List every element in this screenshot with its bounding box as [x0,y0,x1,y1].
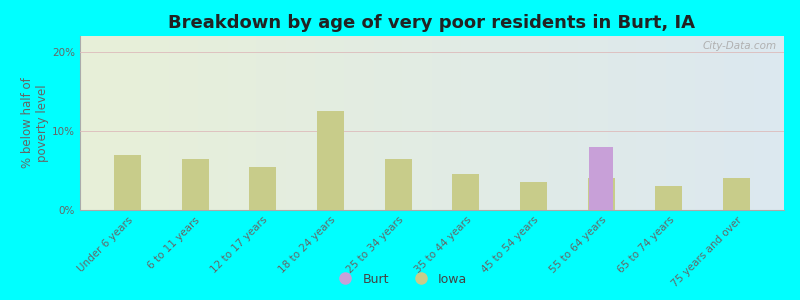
Bar [520,182,547,210]
Bar [723,178,750,210]
Bar [452,174,479,210]
Title: Breakdown by age of very poor residents in Burt, IA: Breakdown by age of very poor residents … [169,14,695,32]
Bar [589,147,614,210]
Bar [385,159,412,210]
Legend: Burt, Iowa: Burt, Iowa [328,268,472,291]
Y-axis label: % below half of
poverty level: % below half of poverty level [22,78,50,168]
Text: City-Data.com: City-Data.com [703,41,777,51]
Bar [250,167,276,210]
Bar [182,159,209,210]
Bar [588,178,614,210]
Bar [114,154,141,210]
Bar [655,186,682,210]
Bar [317,111,344,210]
